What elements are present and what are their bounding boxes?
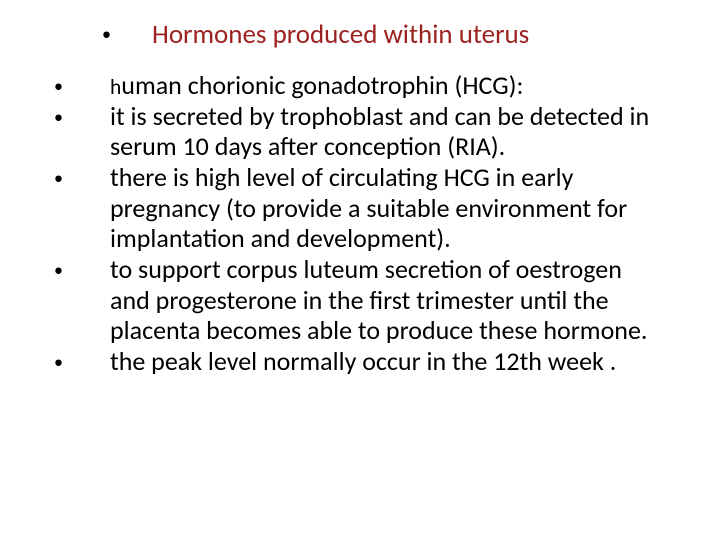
bullet-icon: • [54,162,110,254]
list-item: • it is secreted by trophoblast and can … [54,101,664,162]
list-item-text: the peak level normally occur in the 12t… [110,346,664,377]
bullet-icon: • [54,101,110,162]
list-item: • human chorionic gonadotrophin (HCG): [54,70,664,101]
small-prefix: h [110,74,121,100]
slide: • Hormones produced within uterus • huma… [0,0,720,540]
title-text: Hormones produced within uterus [152,18,529,51]
list-item: • the peak level normally occur in the 1… [54,346,664,377]
title-bullet: • [102,25,111,43]
list-item: • there is high level of circulating HCG… [54,162,664,254]
bullet-icon: • [54,346,110,377]
list-item-text: there is high level of circulating HCG i… [110,162,664,254]
list-item: • to support corpus luteum secretion of … [54,254,664,346]
item-text: uman chorionic gonadotrophin (HCG): [121,69,523,101]
list-item-text: to support corpus luteum secretion of oe… [110,254,664,346]
bullet-icon: • [54,254,110,346]
bullet-icon: • [54,70,110,101]
list-item-text: human chorionic gonadotrophin (HCG): [110,70,664,101]
list-item-text: it is secreted by trophoblast and can be… [110,101,664,162]
body-list: • human chorionic gonadotrophin (HCG): •… [54,70,664,377]
